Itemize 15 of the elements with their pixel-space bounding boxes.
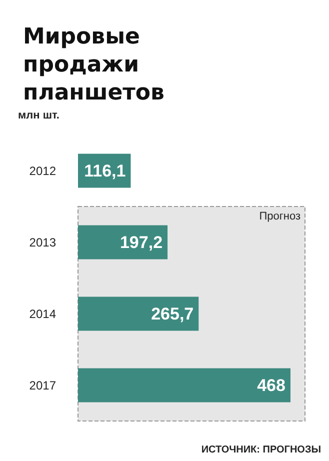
bar: [78, 296, 199, 331]
data-label: 197,2: [120, 232, 163, 252]
y-tick-label: 2013: [29, 235, 56, 250]
chart-title: Мировые продажи планшетов: [23, 24, 164, 106]
bar: [78, 225, 168, 260]
bar: [78, 368, 290, 402]
data-label: 468: [257, 376, 286, 395]
x-axis-title: млн шт.: [18, 110, 60, 122]
data-label: 116,1: [84, 161, 126, 180]
y-tick-label: 2014: [29, 306, 56, 321]
data-label: 265,7: [151, 304, 194, 324]
band-label: Прогноз: [259, 210, 300, 222]
y-tick-label: 2017: [29, 378, 56, 392]
y-tick-label: 2012: [29, 164, 56, 178]
text: ИСТОЧНИК: ПРОГНОЗЫ: [201, 444, 322, 456]
